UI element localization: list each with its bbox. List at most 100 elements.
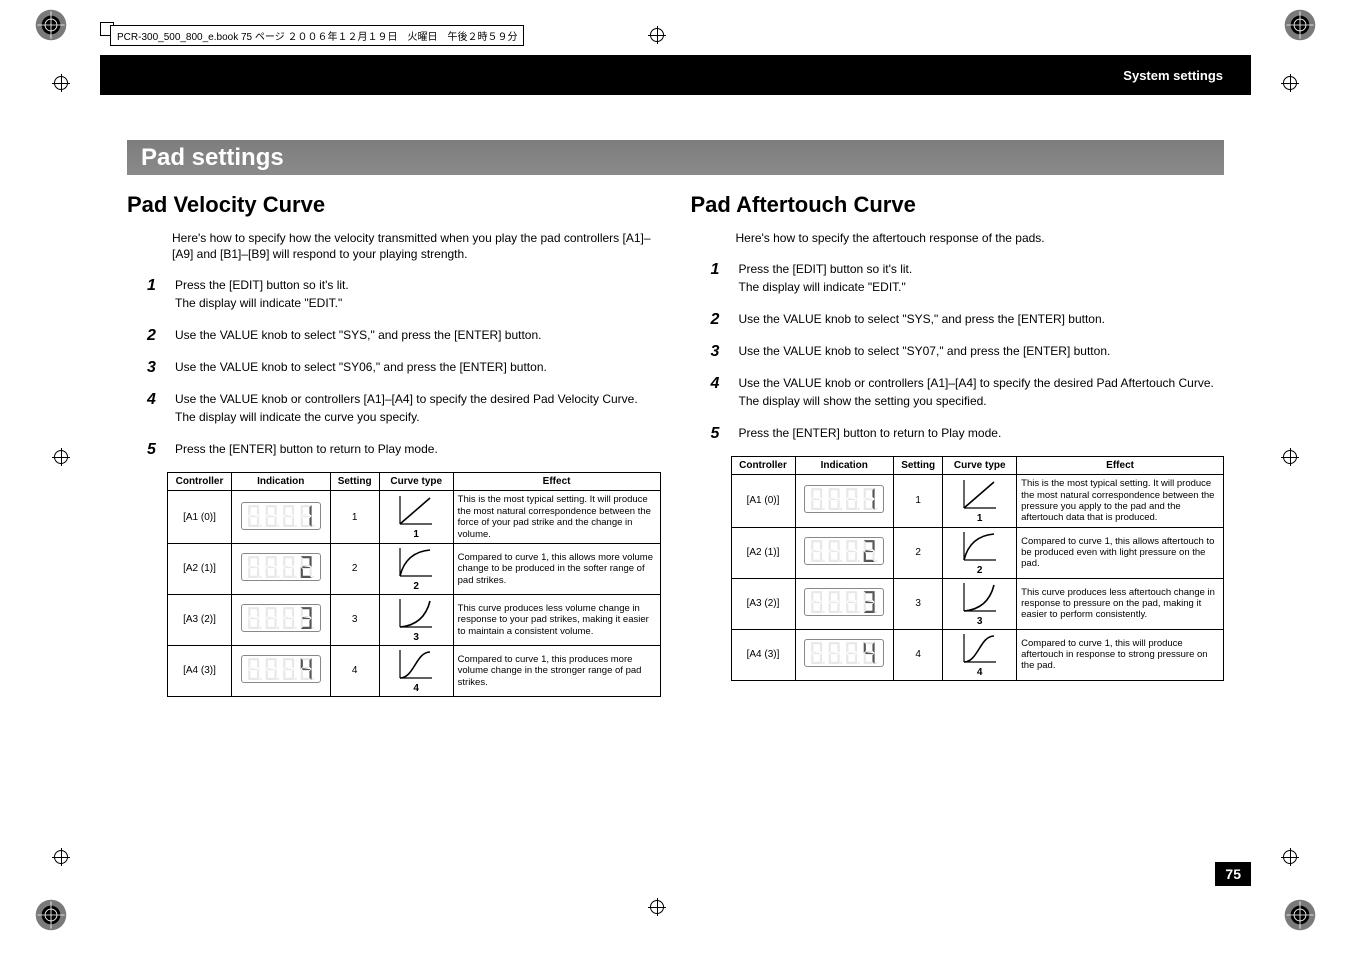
cell-setting: 2 — [894, 527, 943, 578]
cell-effect: Compared to curve 1, this produces more … — [453, 645, 660, 696]
edge-mark — [54, 76, 68, 90]
step-number: 2 — [711, 308, 720, 332]
cell-curvetype: 4 — [943, 629, 1017, 680]
edge-mark — [1283, 450, 1297, 464]
right-heading: Pad Aftertouch Curve — [691, 192, 1225, 218]
left-intro: Here's how to specify how the velocity t… — [172, 230, 661, 262]
header-band: System settings — [100, 55, 1251, 95]
step: 3Use the VALUE knob to select "SY06," an… — [147, 358, 661, 376]
edge-mark — [54, 450, 68, 464]
cell-effect: Compared to curve 1, this allows afterto… — [1017, 527, 1224, 578]
cell-curvetype: 3 — [943, 578, 1017, 629]
step-number: 5 — [711, 422, 720, 446]
step-text: The display will show the setting you sp… — [739, 392, 1225, 410]
step: 4 Use the VALUE knob or controllers [A1]–… — [147, 390, 661, 426]
crop-mark-br — [1283, 898, 1317, 932]
step: 5Press the [ENTER] button to return to P… — [147, 440, 661, 458]
crop-mark-bl — [34, 898, 68, 932]
crop-mark-tr — [1283, 8, 1317, 42]
cell-indication — [795, 629, 894, 680]
cell-setting: 3 — [330, 594, 379, 645]
cell-curvetype: 1 — [379, 491, 453, 544]
table-row: [A3 (2)] 3 3 This curve produces less aft… — [731, 578, 1224, 629]
cell-curvetype: 1 — [943, 475, 1017, 528]
step-number: 3 — [147, 356, 156, 380]
step-text: The display will indicate the curve you … — [175, 408, 661, 426]
step: 5Press the [ENTER] button to return to P… — [711, 424, 1225, 442]
step-number: 5 — [147, 438, 156, 462]
cell-setting: 4 — [330, 645, 379, 696]
step-text: Press the [ENTER] button to return to Pl… — [739, 424, 1225, 442]
cell-controller: [A2 (1)] — [731, 527, 795, 578]
table-header: Curve type — [943, 457, 1017, 475]
left-heading: Pad Velocity Curve — [127, 192, 661, 218]
file-tag: PCR-300_500_800_e.book 75 ページ ２００６年１２月１９… — [110, 25, 524, 46]
cell-effect: This is the most typical setting. It wil… — [1017, 475, 1224, 528]
left-steps: 1Press the [EDIT] button so it's lit.The… — [147, 276, 661, 458]
step-text: Use the VALUE knob or controllers [A1]–[… — [175, 390, 661, 408]
edge-mark — [650, 28, 664, 42]
cell-curvetype: 2 — [943, 527, 1017, 578]
table-row: [A4 (3)]4 4 Compared to curve 1, this wi… — [731, 629, 1224, 680]
step: 2Use the VALUE knob to select "SYS," and… — [711, 310, 1225, 328]
edge-mark — [1283, 850, 1297, 864]
left-table: ControllerIndicationSettingCurve typeEff… — [167, 472, 661, 697]
step-text: Use the VALUE knob to select "SYS," and … — [739, 310, 1225, 328]
table-header: Effect — [1017, 457, 1224, 475]
cell-setting: 4 — [894, 629, 943, 680]
title-band: Pad settings — [127, 140, 1224, 175]
step-text: Press the [ENTER] button to return to Pl… — [175, 440, 661, 458]
cell-indication — [232, 543, 331, 594]
cell-controller: [A1 (0)] — [731, 475, 795, 528]
header-label: System settings — [1123, 68, 1223, 83]
step-text: Use the VALUE knob to select "SYS," and … — [175, 326, 661, 344]
cell-indication — [795, 527, 894, 578]
step-number: 1 — [711, 258, 720, 282]
cell-controller: [A3 (2)] — [168, 594, 232, 645]
cell-controller: [A1 (0)] — [168, 491, 232, 544]
table-header: Indication — [232, 473, 331, 491]
cell-indication — [232, 594, 331, 645]
step-number: 4 — [147, 388, 156, 412]
cell-effect: Compared to curve 1, this allows more vo… — [453, 543, 660, 594]
step-number: 1 — [147, 274, 156, 298]
cell-effect: This curve produces less aftertouch chan… — [1017, 578, 1224, 629]
cell-setting: 1 — [894, 475, 943, 528]
table-header: Curve type — [379, 473, 453, 491]
step: 4Use the VALUE knob or controllers [A1]–… — [711, 374, 1225, 410]
step-text: Use the VALUE knob or controllers [A1]–[… — [739, 374, 1225, 392]
cell-setting: 3 — [894, 578, 943, 629]
step-text: Press the [EDIT] button so it's lit. — [739, 260, 1225, 278]
edge-mark — [650, 900, 664, 914]
right-intro: Here's how to specify the aftertouch res… — [736, 230, 1225, 246]
cell-curvetype: 4 — [379, 645, 453, 696]
table-header: Setting — [330, 473, 379, 491]
table-row: [A1 (0)]1 1 This is the most typical set… — [168, 491, 661, 544]
cell-indication — [795, 578, 894, 629]
step-number: 3 — [711, 340, 720, 364]
cell-curvetype: 2 — [379, 543, 453, 594]
table-row: [A4 (3)]4 4 Compared to curve 1, this pr… — [168, 645, 661, 696]
right-column: Pad Aftertouch Curve Here's how to speci… — [691, 192, 1225, 697]
step: 1Press the [EDIT] button so it's lit.The… — [711, 260, 1225, 296]
cell-effect: Compared to curve 1, this will produce a… — [1017, 629, 1224, 680]
right-table: ControllerIndicationSettingCurve typeEff… — [731, 456, 1225, 681]
table-row: [A1 (0)] 1 1 This is the most typical set… — [731, 475, 1224, 528]
cell-controller: [A3 (2)] — [731, 578, 795, 629]
cell-setting: 2 — [330, 543, 379, 594]
cell-setting: 1 — [330, 491, 379, 544]
step: 2Use the VALUE knob to select "SYS," and… — [147, 326, 661, 344]
cell-effect: This curve produces less volume change i… — [453, 594, 660, 645]
table-row: [A2 (1)] 2 2 Compared to curve 1, this al… — [731, 527, 1224, 578]
cell-indication — [232, 491, 331, 544]
step-text: Use the VALUE knob to select "SY06," and… — [175, 358, 661, 376]
step-text: The display will indicate "EDIT." — [175, 294, 661, 312]
edge-mark — [1283, 76, 1297, 90]
cell-curvetype: 3 — [379, 594, 453, 645]
step: 3Use the VALUE knob to select "SY07," an… — [711, 342, 1225, 360]
cell-indication — [795, 475, 894, 528]
table-header: Controller — [168, 473, 232, 491]
page-title: Pad settings — [141, 144, 284, 172]
table-row: [A2 (1)]2 2 Compared to curve 1, this al… — [168, 543, 661, 594]
left-column: Pad Velocity Curve Here's how to specify… — [127, 192, 661, 697]
